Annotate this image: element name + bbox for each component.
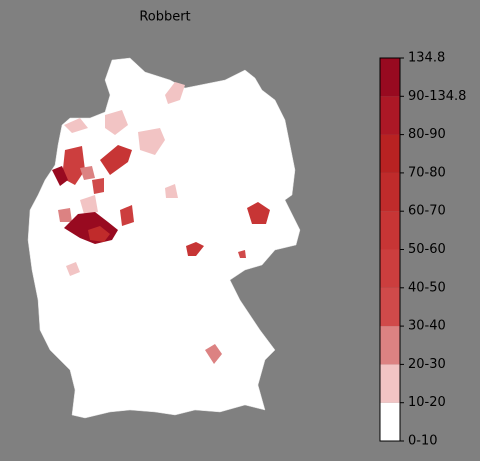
region (138, 128, 165, 155)
colorbar-label: 30-40 (408, 319, 446, 334)
region (66, 262, 80, 276)
colorbar-segment (380, 58, 400, 97)
colorbar-segment (380, 211, 400, 250)
colorbar-label: 10-20 (408, 395, 446, 410)
region (58, 208, 72, 222)
region (80, 195, 98, 214)
colorbar-segment (380, 402, 400, 441)
colorbar-segment (380, 249, 400, 288)
colorbar-segment (380, 326, 400, 365)
region (62, 146, 85, 185)
region (205, 344, 222, 364)
region (52, 166, 68, 186)
colorbar-label: 40-50 (408, 280, 446, 295)
colorbar-label: 50-60 (408, 242, 446, 257)
colorbar-segment (380, 134, 400, 173)
region (186, 242, 204, 256)
colorbar-frame (379, 57, 401, 442)
colorbar-segment (380, 364, 400, 403)
colorbar-segment (380, 172, 400, 212)
map-title: Robbert (139, 10, 190, 25)
colorbar: 0-10 10-20 20-30 30-40 40-50 50-60 60-70 70-80 8… (380, 51, 466, 449)
region (165, 184, 178, 198)
colorbar-label: 90-134.8 (408, 89, 466, 104)
region (120, 205, 134, 226)
colorbar-label: 0-10 (408, 434, 438, 449)
region (165, 82, 185, 104)
germany-map (27, 57, 301, 419)
region (238, 250, 246, 258)
region (247, 202, 270, 224)
region (92, 178, 104, 194)
colorbar-label: 20-30 (408, 357, 446, 372)
region (80, 166, 95, 180)
colorbar-label: 134.8 (408, 51, 445, 66)
colorbar-segment (380, 96, 400, 135)
region (100, 145, 132, 175)
colorbar-label: 60-70 (408, 204, 446, 219)
country-outline (27, 57, 301, 419)
colorbar-label: 80-90 (408, 127, 446, 142)
colorbar-segment (380, 287, 400, 327)
region (88, 226, 110, 242)
region (105, 110, 128, 135)
region (64, 118, 88, 133)
colorbar-label: 70-80 (408, 165, 446, 180)
